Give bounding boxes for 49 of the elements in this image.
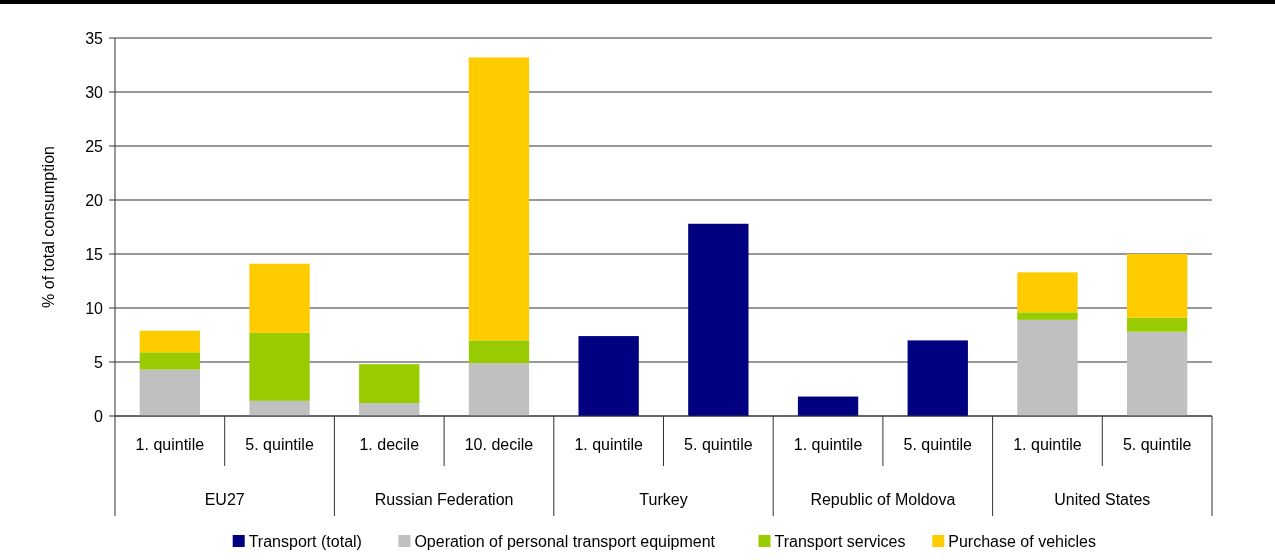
bar	[249, 263, 310, 333]
bar	[797, 396, 859, 416]
x-tick-label: 1. quintile	[574, 436, 643, 453]
bar	[468, 57, 530, 341]
x-tick-label: 1. quintile	[793, 436, 863, 453]
x-tick-label: 1. quintile	[1013, 436, 1082, 453]
x-tick-label: 1. quintile	[135, 436, 205, 453]
y-tick-label: 30	[85, 83, 104, 101]
bar	[468, 363, 530, 416]
bar	[907, 340, 968, 416]
text: Republic of Moldova	[810, 491, 956, 508]
bar	[1126, 317, 1188, 332]
bar	[359, 364, 420, 404]
legend-label: Transport (total)	[248, 533, 362, 550]
text: EU27	[204, 491, 245, 508]
bar	[1017, 272, 1078, 313]
y-tick-label: 5	[94, 353, 104, 371]
text: United States	[1054, 491, 1151, 508]
legend-label: Transport services	[774, 533, 906, 550]
bar	[688, 223, 749, 416]
bar	[1017, 319, 1078, 416]
bar	[359, 403, 420, 416]
x-tick-label: 5. quintile	[684, 436, 753, 453]
legend-label: Operation of personal transport equipment	[414, 533, 716, 550]
y-tick-label: 15	[85, 245, 104, 263]
y-tick-label: 25	[85, 137, 104, 155]
bar	[468, 340, 530, 364]
y-tick-label: 10	[85, 299, 104, 317]
y-tick-label: 0	[94, 407, 104, 425]
x-tick-label: 5. quintile	[1122, 436, 1192, 453]
text: Turkey	[639, 491, 688, 508]
bar	[139, 369, 201, 416]
x-tick-label: 1. decile	[359, 436, 420, 453]
bar	[249, 400, 310, 416]
y-axis-title: % of total consumption	[40, 146, 57, 308]
legend-label: Purchase of vehicles	[948, 533, 1096, 550]
bar	[1126, 331, 1188, 416]
bar	[139, 330, 201, 353]
bar	[139, 352, 201, 370]
bar	[1017, 312, 1078, 320]
bar	[578, 336, 639, 416]
y-tick-label: 35	[85, 29, 104, 47]
bar	[249, 332, 310, 401]
x-tick-label: 5. quintile	[245, 436, 314, 453]
bar	[1126, 254, 1188, 318]
text: Russian Federation	[374, 491, 514, 508]
x-tick-label: 10. decile	[464, 436, 534, 453]
y-tick-label: 20	[85, 191, 104, 209]
x-tick-label: 5. quintile	[903, 436, 973, 453]
